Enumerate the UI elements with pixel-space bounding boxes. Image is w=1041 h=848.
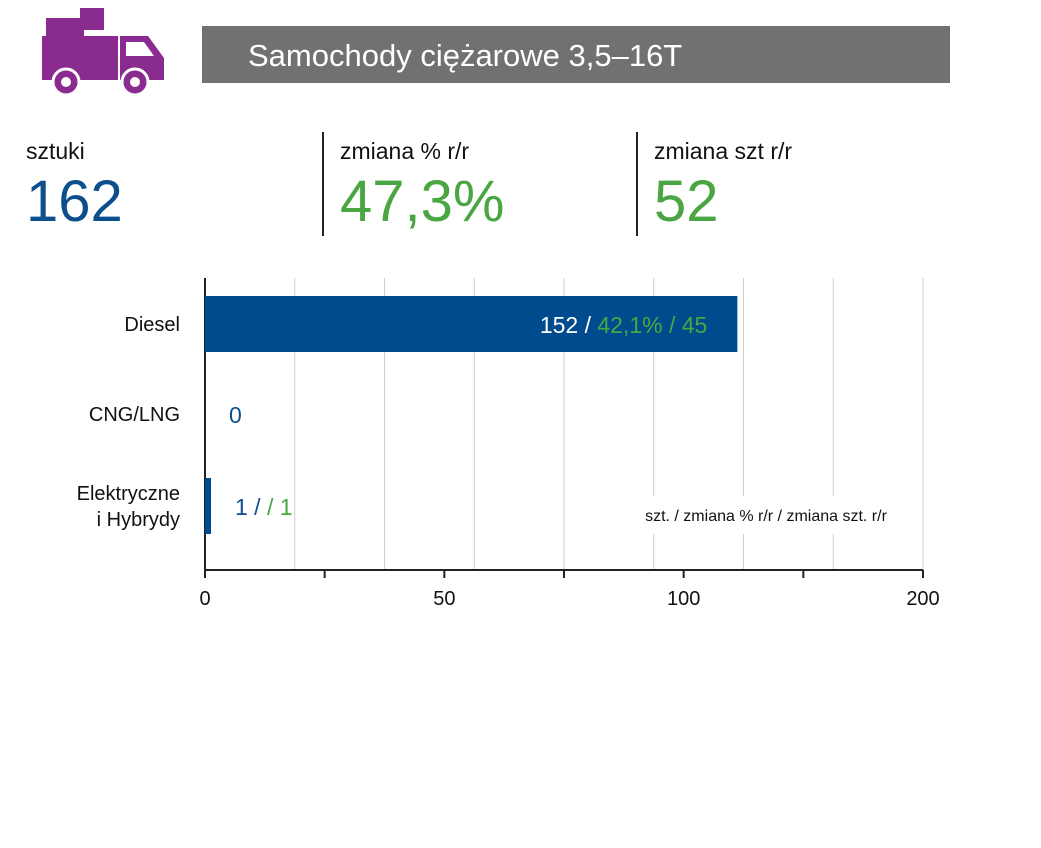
legend-text: szt. / zmiana % r/r / zmiana szt. r/r bbox=[645, 508, 887, 525]
category-label: CNG/LNG bbox=[89, 404, 180, 426]
legend-box bbox=[610, 496, 922, 534]
category-label: Elektryczne i Hybrydy bbox=[77, 483, 180, 531]
kpi-change-percent: zmiana % r/r 47,3% bbox=[322, 132, 624, 236]
bar bbox=[205, 478, 211, 534]
kpi-change-percent-value: 47,3% bbox=[340, 169, 505, 234]
x-tick-label: 50 bbox=[433, 588, 455, 610]
data-label: 1 / / 1 bbox=[235, 494, 293, 520]
kpi-units-label: sztuki bbox=[26, 138, 85, 164]
x-tick-label: 100 bbox=[667, 588, 700, 610]
page-title: Samochody ciężarowe 3,5–16T bbox=[248, 38, 683, 73]
kpi-units: sztuki 162 bbox=[26, 132, 306, 236]
data-label: 152 / 42,1% / 45 bbox=[540, 312, 708, 338]
x-tick-label: 200 bbox=[906, 588, 939, 610]
fuel-type-bar-chart: 0 50 100 200 Diesel 152 / 42,1% / 45 CNG/LNG 0 E… bbox=[77, 278, 940, 610]
x-tick-label: 0 bbox=[199, 588, 210, 610]
data-label: 0 bbox=[229, 402, 242, 428]
truck-icon bbox=[42, 8, 164, 96]
kpi-units-value: 162 bbox=[26, 169, 123, 234]
bar bbox=[205, 296, 738, 352]
kpi-change-units-label: zmiana szt r/r bbox=[654, 138, 793, 164]
kpi-change-units: zmiana szt r/r 52 bbox=[636, 132, 938, 236]
kpi-change-percent-label: zmiana % r/r bbox=[340, 138, 470, 164]
title-bar: Samochody ciężarowe 3,5–16T bbox=[202, 26, 950, 83]
category-label: Diesel bbox=[124, 314, 180, 336]
kpi-change-units-value: 52 bbox=[654, 169, 719, 234]
